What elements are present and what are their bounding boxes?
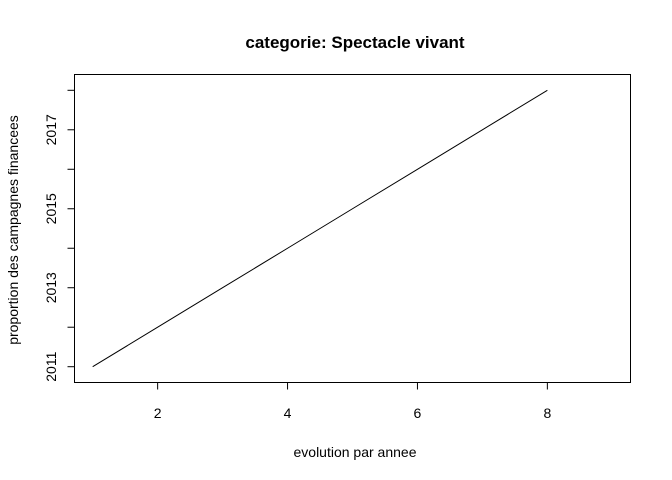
y-tick-label: 2011 — [43, 351, 59, 381]
y-tick-label: 2015 — [43, 193, 59, 224]
x-tick-label: 4 — [284, 405, 292, 421]
x-axis-label: evolution par annee — [294, 444, 417, 460]
x-axis: 2 4 6 8 — [154, 382, 551, 421]
plot-area-frame — [74, 74, 631, 383]
x-tick-label: 8 — [543, 405, 551, 421]
series-group — [92, 89, 548, 368]
y-tick-label: 2013 — [43, 272, 59, 303]
x-tick-label: 2 — [154, 405, 162, 421]
y-axis-label: proportion des campagnes financees — [5, 115, 21, 345]
y-axis: 2011 2013 2015 2017 — [43, 89, 75, 382]
x-tick-label: 6 — [414, 405, 422, 421]
series-line — [92, 89, 548, 368]
y-tick-label: 2017 — [43, 114, 59, 145]
chart-title: categorie: Spectacle vivant — [245, 33, 465, 52]
